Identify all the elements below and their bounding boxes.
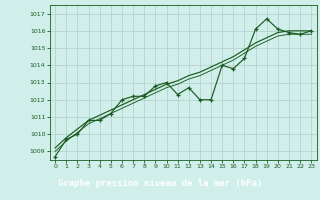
Text: Graphe pression niveau de la mer (hPa): Graphe pression niveau de la mer (hPa) xyxy=(58,179,262,188)
